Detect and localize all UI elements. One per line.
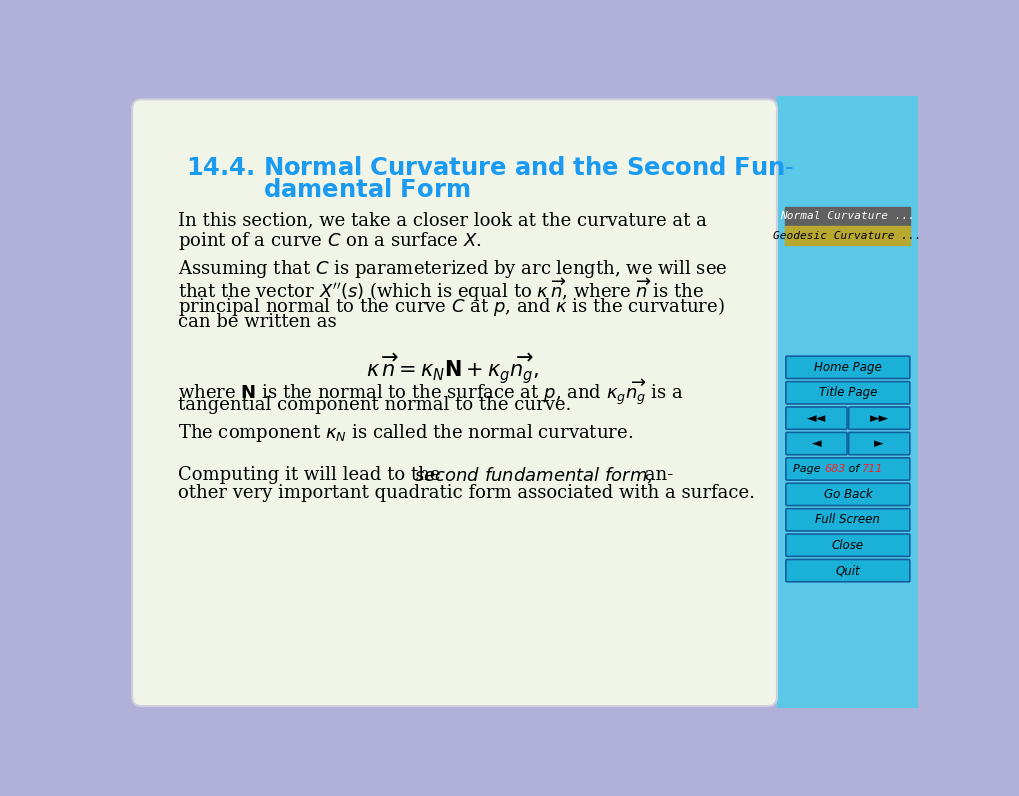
Text: Home Page: Home Page — [813, 361, 880, 374]
Text: point of a curve $C$ on a surface $X$.: point of a curve $C$ on a surface $X$. — [177, 230, 481, 252]
Text: $\bf{damental\ Form}$: $\bf{damental\ Form}$ — [263, 178, 470, 202]
Text: $\bf{14.4.}$: $\bf{14.4.}$ — [185, 155, 254, 180]
Text: of: of — [844, 464, 861, 474]
Text: $\bf{Normal\ Curvature\ and\ the\ Second\ Fun\text{-}}$: $\bf{Normal\ Curvature\ and\ the\ Second… — [263, 155, 794, 180]
Text: Title Page: Title Page — [818, 386, 876, 400]
Text: 711: 711 — [861, 464, 882, 474]
Text: principal normal to the curve $C$ at $p$, and $\kappa$ is the curvature): principal normal to the curve $C$ at $p$… — [177, 295, 723, 318]
Text: an-: an- — [638, 466, 673, 484]
Text: Assuming that $C$ is parameterized by arc length, we will see: Assuming that $C$ is parameterized by ar… — [177, 258, 727, 280]
FancyBboxPatch shape — [785, 509, 909, 531]
Text: $\mathit{second\ fundamental\ form}$,: $\mathit{second\ fundamental\ form}$, — [414, 466, 652, 486]
FancyBboxPatch shape — [785, 356, 909, 378]
Text: tangential component normal to the curve.: tangential component normal to the curve… — [177, 396, 571, 414]
Text: $\kappa\,\overrightarrow{n} = \kappa_N\mathbf{N} + \kappa_g\overrightarrow{n_g},: $\kappa\,\overrightarrow{n} = \kappa_N\m… — [366, 352, 539, 386]
Text: The component $\kappa_N$ is called the normal curvature.: The component $\kappa_N$ is called the n… — [177, 422, 633, 444]
FancyBboxPatch shape — [785, 483, 909, 505]
Text: ◄◄: ◄◄ — [806, 412, 825, 424]
Text: other very important quadratic form associated with a surface.: other very important quadratic form asso… — [177, 485, 754, 502]
Text: Full Screen: Full Screen — [814, 513, 879, 526]
Text: can be written as: can be written as — [177, 314, 336, 331]
Text: Page: Page — [793, 464, 823, 474]
FancyBboxPatch shape — [848, 407, 909, 429]
Text: Quit: Quit — [835, 564, 859, 577]
Text: that the vector $X''(s)$ (which is equal to $\kappa\,\overrightarrow{n}$, where : that the vector $X''(s)$ (which is equal… — [177, 276, 703, 304]
Text: Close: Close — [830, 539, 863, 552]
FancyBboxPatch shape — [848, 432, 909, 455]
Text: In this section, we take a closer look at the curvature at a: In this section, we take a closer look a… — [177, 212, 706, 230]
FancyBboxPatch shape — [785, 432, 846, 455]
Text: ◄: ◄ — [811, 437, 820, 450]
FancyBboxPatch shape — [785, 534, 909, 556]
Text: 683: 683 — [823, 464, 845, 474]
FancyBboxPatch shape — [785, 458, 909, 480]
Text: Computing it will lead to the: Computing it will lead to the — [177, 466, 445, 484]
FancyBboxPatch shape — [785, 560, 909, 582]
Bar — [784, 207, 909, 225]
Text: ►: ► — [873, 437, 883, 450]
Text: Go Back: Go Back — [822, 488, 871, 501]
Text: Normal Curvature ...: Normal Curvature ... — [780, 212, 914, 221]
Text: where $\mathbf{N}$ is the normal to the surface at $p$, and $\kappa_g\overrighta: where $\mathbf{N}$ is the normal to the … — [177, 377, 683, 408]
FancyBboxPatch shape — [785, 381, 909, 404]
Bar — [784, 226, 909, 245]
Text: Geodesic Curvature ...: Geodesic Curvature ... — [772, 231, 921, 240]
Text: ►►: ►► — [869, 412, 888, 424]
FancyBboxPatch shape — [785, 407, 846, 429]
Bar — [776, 96, 917, 708]
FancyBboxPatch shape — [132, 100, 776, 706]
